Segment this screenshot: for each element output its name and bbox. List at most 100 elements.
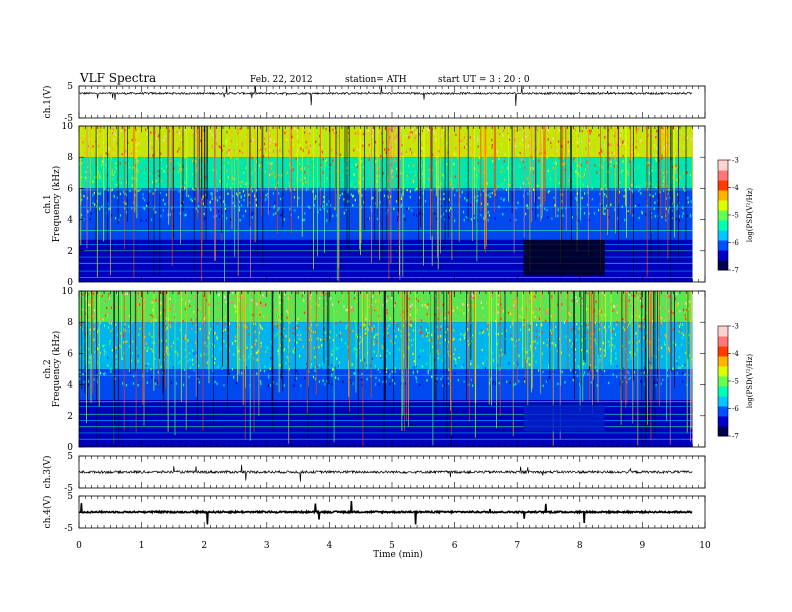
- ch2-spectrogram-speckle: [566, 319, 568, 322]
- ch2-spectrogram-speckle: [165, 328, 167, 332]
- ch1-spectrogram-speckle: [111, 181, 113, 184]
- ch1-spectrogram-speckle: [443, 197, 445, 201]
- ch2-spectrogram-speckle: [190, 383, 192, 387]
- ch1-spectrogram-speckle: [203, 202, 205, 205]
- ch1-spectrogram-speckle: [269, 142, 271, 145]
- ch2-spectrogram-speckle: [89, 357, 91, 360]
- ch1-spectrogram-speckle: [347, 200, 349, 203]
- ch2-spectrogram-speckle: [250, 349, 252, 353]
- ch1-spectrogram-speckle: [363, 177, 365, 180]
- ch2-spectrogram-speckle: [453, 357, 455, 360]
- ch2-spectrogram-speckle: [684, 314, 686, 317]
- x-tick-label: 0: [76, 541, 82, 551]
- ch1-spectrogram-speckle: [386, 186, 388, 189]
- ch2-spectrogram-speckle: [631, 294, 633, 297]
- ch1-spectrogram-speckle: [308, 149, 310, 152]
- ch2-spectrogram-speckle: [189, 366, 191, 370]
- ch2-spectrogram-speckle: [371, 327, 373, 330]
- ch2-colorbar-swatch: [718, 416, 728, 427]
- ch2-spectrogram-speckle: [668, 295, 670, 298]
- ch1-spectrogram-speckle: [178, 131, 180, 135]
- ch2-spectrogram-speckle: [273, 322, 275, 325]
- ch1-spectrogram-speckle: [101, 160, 103, 163]
- ch1-spectrogram-speckle: [285, 130, 288, 133]
- ch1-spectrogram-speckle: [129, 166, 131, 169]
- ch1-spectrogram-speckle: [537, 129, 539, 132]
- ch2-spectrogram-speckle: [145, 364, 147, 367]
- ch1-spectrogram-speckle: [387, 148, 389, 151]
- ch1-spectrogram-speckle: [99, 176, 101, 179]
- ch1-spectrogram-speckle: [553, 162, 555, 165]
- ch1-spectrogram-speckle: [497, 219, 499, 222]
- x-tick-label: 1: [139, 541, 145, 551]
- ch2-spectrogram-speckle: [276, 324, 278, 328]
- ch2-spectrogram-speckle: [593, 339, 596, 342]
- ch2-spectrogram-speckle: [168, 353, 170, 356]
- ch1-spectrogram-speckle: [110, 214, 112, 217]
- ch2-spectrogram-speckle: [254, 302, 257, 305]
- ch2-spectrogram-speckle: [152, 308, 154, 312]
- ch1-spectrogram-speckle: [675, 167, 677, 170]
- ch1-spectrogram-speckle: [288, 150, 290, 153]
- ch2-spectrogram-speckle: [575, 353, 577, 356]
- ch1-spectrogram-speckle: [615, 162, 617, 165]
- ch2-spectrogram-speckle: [247, 357, 249, 360]
- ch1-spectrogram-speckle: [181, 201, 183, 205]
- ch1-spectrogram-speckle: [281, 174, 283, 177]
- ch2-spectrogram-speckle: [233, 376, 235, 379]
- ch1-spectrogram-speckle: [116, 196, 119, 199]
- ch2-spectrogram-speckle: [513, 383, 515, 387]
- ch2-spectrogram-speckle: [192, 349, 194, 352]
- ch1-spectrogram-speckle: [184, 128, 186, 132]
- ch1-spectrogram-speckle: [502, 165, 504, 169]
- ch1-spectrogram-speckle: [636, 148, 639, 152]
- ch2-spectrogram-speckle: [598, 320, 600, 323]
- ch2-spectrogram-speckle: [104, 314, 106, 317]
- ch1-spectrogram-speckle: [465, 217, 467, 221]
- ch2-spectrogram-speckle: [409, 307, 411, 310]
- ch2-spectrogram-speckle: [418, 355, 420, 359]
- ch1-spectrogram-speckle: [190, 198, 192, 201]
- ch2-spectrogram-speckle: [409, 317, 412, 320]
- ch1-spectrogram-speckle: [112, 132, 114, 135]
- ch1-spectrogram-speckle: [384, 148, 386, 151]
- ch1-spectrogram-speckle: [603, 144, 605, 147]
- ch2-spectrogram-speckle: [353, 347, 355, 350]
- ch2-spectrogram-speckle: [369, 322, 371, 326]
- ch1-spectrogram-speckle: [409, 148, 411, 151]
- ch1-spectrogram-speckle: [380, 157, 383, 161]
- ch2-spectrogram-speckle: [257, 350, 259, 354]
- ch2-spectrogram-speckle: [275, 307, 277, 311]
- ch2-spectrogram-speckle: [678, 330, 680, 333]
- ch1-spectrogram-speckle: [606, 204, 608, 208]
- ch1-spectrogram-speckle: [475, 199, 477, 203]
- ch2-spectrogram-speckle: [216, 322, 219, 326]
- ch1-spectrogram-speckle: [636, 129, 638, 132]
- ch1-spectrogram-speckle: [192, 130, 194, 134]
- ch2-spectrogram-speckle: [260, 326, 262, 329]
- ch2-spectrogram-speckle: [639, 322, 641, 325]
- ch1-spectrogram-speckle: [372, 196, 374, 200]
- ch2-spectrogram-speckle: [380, 356, 382, 359]
- ch1-spectrogram-speckle: [554, 161, 556, 164]
- ch1-spectrogram-speckle: [387, 178, 389, 181]
- ch2-spectrogram-speckle: [420, 319, 423, 322]
- ch1-spectrogram-speckle: [367, 129, 369, 133]
- ch2-spectrogram-speckle: [179, 302, 181, 305]
- ch2-spectrogram-speckle: [594, 329, 596, 332]
- ch1-spectrogram-speckle: [212, 127, 214, 130]
- ch2-spectrogram-speckle: [529, 324, 531, 328]
- ch2-spectrogram-speckle: [373, 325, 375, 328]
- ch1-spectrogram-speckle: [681, 215, 683, 218]
- ch2-spectrogram-speckle: [310, 338, 313, 341]
- ch1-spectrogram-speckle: [478, 156, 480, 159]
- ch2-spectrogram-speckle: [204, 316, 206, 319]
- ch2-spectrogram-speckle: [436, 325, 438, 329]
- ch1-spectrogram-speckle: [456, 189, 458, 192]
- ch2-spectrogram-speckle: [661, 355, 663, 358]
- ch1-spectrogram-speckle: [604, 212, 606, 216]
- ch1-spectrogram-speckle: [450, 153, 452, 157]
- ch2-spectrogram-speckle: [218, 318, 220, 321]
- ch1-spectrogram-speckle: [656, 130, 658, 133]
- ch2-spectrogram-speckle: [640, 293, 642, 296]
